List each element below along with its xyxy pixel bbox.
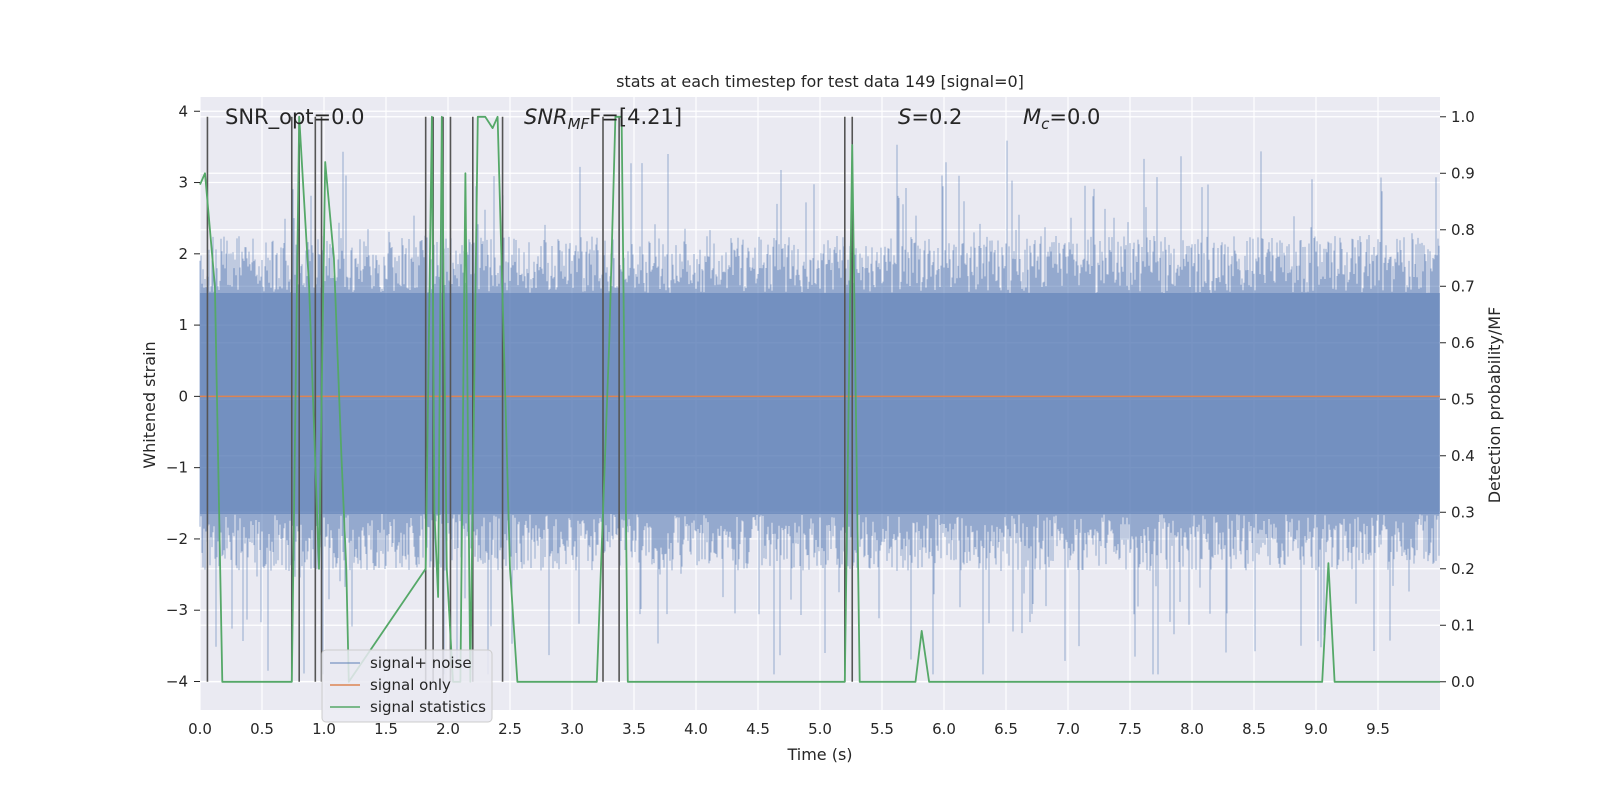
y-left-tick-label: 2: [178, 245, 188, 263]
x-tick-label: 6.5: [994, 720, 1018, 738]
signal-statistics-line: [199, 115, 1440, 683]
x-axis-ticks: 0.0 0.5 1.0 1.5 2.0 2.5 3.0 3.5 4.0 4.5 5.0 5.5 6.0 6…: [188, 720, 1390, 738]
y-right-tick-label: 0.8: [1451, 221, 1475, 239]
mc-subscript: c: [1041, 115, 1050, 133]
legend: signal+ noise signal only signal statist…: [321, 649, 493, 723]
x-tick-label: 8.5: [1242, 720, 1266, 738]
snr-mf-annotation: SNRMFF=[4.21]: [524, 105, 682, 133]
x-tick-label: 0.5: [250, 720, 274, 738]
snr-mf-value: F=[4.21]: [589, 105, 682, 129]
x-tick-label: 9.5: [1366, 720, 1390, 738]
y-right-tick-label: 0.2: [1451, 560, 1475, 578]
snr-opt-annotation: SNR_opt=0.0: [225, 105, 365, 130]
right-y-axis-label: Detection probability/MF: [1485, 307, 1504, 504]
x-tick-label: 8.0: [1180, 720, 1204, 738]
x-tick-label: 1.0: [312, 720, 336, 738]
mc-symbol: M: [1023, 105, 1041, 129]
legend-label-signal-only: signal only: [370, 676, 451, 694]
legend-label-noise: signal+ noise: [370, 654, 472, 672]
x-tick-label: 7.5: [1118, 720, 1142, 738]
s-value: =0.2: [911, 105, 962, 129]
snr-mf-symbol: SNR: [524, 105, 568, 129]
y-left-tick-label: −1: [166, 459, 188, 477]
mc-value: =0.0: [1049, 105, 1100, 129]
left-y-axis-label: Whitened strain: [140, 341, 159, 468]
y-left-tick-label: −3: [166, 601, 188, 619]
legend-box: [321, 649, 493, 723]
noise-core-band: [200, 293, 1440, 514]
x-tick-label: 4.0: [684, 720, 708, 738]
left-y-axis-ticks: 4 3 2 1 0 −1 −2 −3 −4: [166, 102, 200, 690]
y-left-tick-label: −2: [166, 530, 188, 548]
x-tick-label: 5.5: [870, 720, 894, 738]
mc-annotation: Mc=0.0: [1023, 105, 1100, 133]
x-tick-label: 2.5: [498, 720, 522, 738]
y-right-tick-label: 0.4: [1451, 447, 1475, 465]
y-left-tick-label: 3: [178, 174, 188, 192]
y-right-tick-label: 0.6: [1451, 334, 1475, 352]
x-tick-label: 9.0: [1304, 720, 1328, 738]
x-tick-label: 3.0: [560, 720, 584, 738]
y-right-tick-label: 0.9: [1451, 164, 1475, 182]
y-left-tick-label: 0: [178, 387, 188, 405]
x-tick-label: 6.0: [932, 720, 956, 738]
x-axis-label: Time (s): [786, 745, 852, 764]
x-tick-label: 4.5: [746, 720, 770, 738]
y-right-tick-label: 0.0: [1451, 673, 1475, 691]
x-tick-label: 7.0: [1056, 720, 1080, 738]
y-left-tick-label: 4: [178, 102, 188, 120]
x-tick-label: 2.0: [436, 720, 460, 738]
x-tick-label: 0.0: [188, 720, 212, 738]
chart-title: stats at each timestep for test data 149…: [616, 72, 1024, 91]
x-tick-label: 5.0: [808, 720, 832, 738]
y-right-tick-label: 0.7: [1451, 277, 1475, 295]
y-right-tick-label: 0.1: [1451, 616, 1475, 634]
y-left-tick-label: −4: [166, 672, 188, 690]
right-y-axis-ticks: 1.0 0.9 0.8 0.7 0.6 0.5 0.4 0.3 0.2 0.1 0.0: [1440, 108, 1475, 691]
x-tick-label: 1.5: [374, 720, 398, 738]
signal-plus-noise-series: [199, 140, 1440, 675]
y-right-tick-label: 0.3: [1451, 503, 1475, 521]
x-tick-label: 3.5: [622, 720, 646, 738]
y-left-tick-label: 1: [178, 316, 188, 334]
y-right-tick-label: 0.5: [1451, 390, 1475, 408]
y-right-tick-label: 1.0: [1451, 108, 1475, 126]
legend-label-statistics: signal statistics: [370, 698, 486, 716]
noise-trace: [199, 140, 1440, 675]
s-symbol: S: [898, 105, 911, 129]
snr-mf-subscript: MF: [568, 115, 590, 133]
s-annotation: S=0.2: [898, 105, 962, 129]
